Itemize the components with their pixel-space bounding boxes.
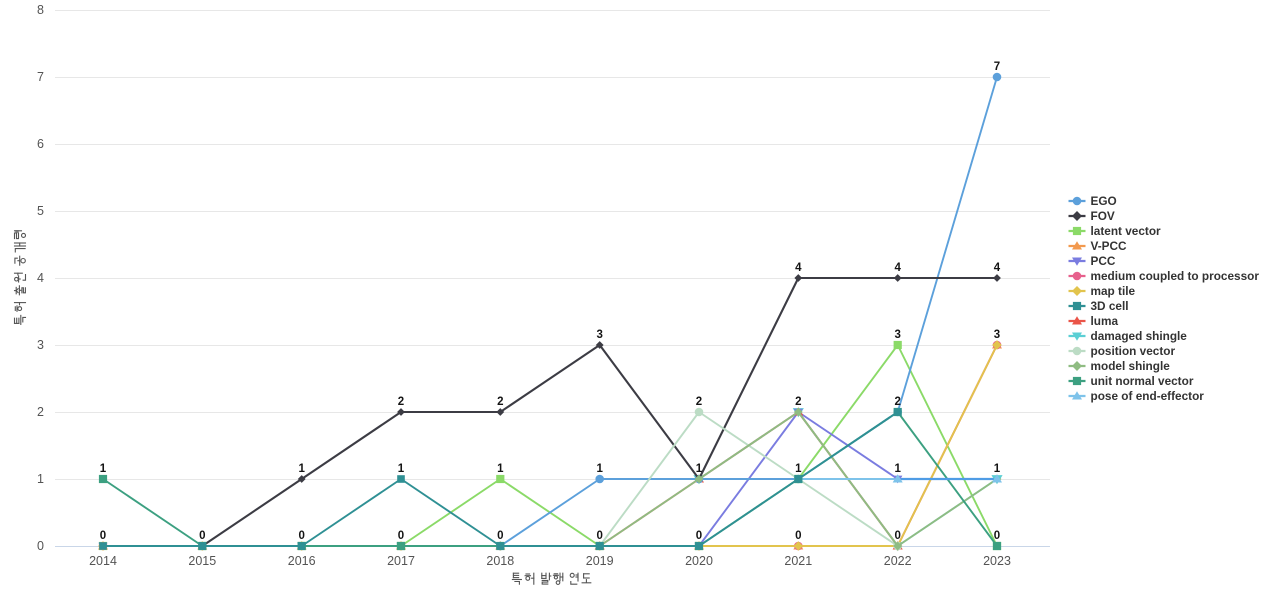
svg-text:0: 0 — [100, 530, 106, 542]
svg-text:luma: luma — [1091, 314, 1119, 328]
svg-text:1: 1 — [298, 463, 305, 475]
svg-text:8: 8 — [37, 3, 44, 17]
svg-text:2018: 2018 — [486, 554, 514, 568]
svg-text:1: 1 — [100, 463, 107, 475]
svg-text:3: 3 — [37, 338, 44, 352]
svg-text:0: 0 — [398, 530, 404, 542]
svg-text:2019: 2019 — [586, 554, 614, 568]
svg-text:4: 4 — [795, 262, 802, 274]
svg-text:2: 2 — [795, 396, 801, 408]
svg-text:3: 3 — [994, 329, 1000, 341]
svg-text:3D cell: 3D cell — [1091, 299, 1129, 313]
svg-text:2: 2 — [696, 396, 702, 408]
svg-text:position vector: position vector — [1091, 344, 1176, 358]
svg-text:damaged shingle: damaged shingle — [1091, 329, 1188, 343]
svg-text:FOV: FOV — [1091, 209, 1115, 223]
svg-text:V-PCC: V-PCC — [1091, 239, 1128, 253]
svg-text:map tile: map tile — [1091, 284, 1136, 298]
svg-text:2020: 2020 — [685, 554, 713, 568]
svg-text:4: 4 — [894, 262, 901, 274]
svg-text:0: 0 — [596, 530, 602, 542]
svg-text:0: 0 — [994, 530, 1000, 542]
svg-text:PCC: PCC — [1091, 254, 1116, 268]
svg-text:5: 5 — [37, 204, 44, 218]
svg-text:2: 2 — [37, 405, 44, 419]
svg-text:2017: 2017 — [387, 554, 415, 568]
svg-text:1: 1 — [497, 463, 504, 475]
svg-text:medium coupled to processor: medium coupled to processor — [1091, 269, 1260, 283]
svg-text:1: 1 — [398, 463, 405, 475]
svg-text:2: 2 — [894, 396, 900, 408]
svg-text:0: 0 — [497, 530, 503, 542]
svg-text:2: 2 — [497, 396, 503, 408]
svg-text:EGO: EGO — [1091, 194, 1117, 208]
svg-text:1: 1 — [37, 472, 44, 486]
svg-text:7: 7 — [37, 70, 44, 84]
svg-text:1: 1 — [894, 463, 901, 475]
svg-text:3: 3 — [596, 329, 602, 341]
svg-text:2022: 2022 — [884, 554, 912, 568]
svg-text:1: 1 — [596, 463, 603, 475]
svg-text:3: 3 — [894, 329, 900, 341]
svg-text:0: 0 — [696, 530, 702, 542]
svg-text:unit normal vector: unit normal vector — [1091, 374, 1194, 388]
svg-text:0: 0 — [199, 530, 205, 542]
svg-text:latent vector: latent vector — [1091, 224, 1162, 238]
svg-text:1: 1 — [795, 463, 802, 475]
svg-text:2023: 2023 — [983, 554, 1011, 568]
svg-text:7: 7 — [994, 61, 1000, 73]
svg-text:2016: 2016 — [288, 554, 316, 568]
svg-text:1: 1 — [696, 463, 703, 475]
svg-text:0: 0 — [37, 539, 44, 553]
svg-text:2021: 2021 — [784, 554, 812, 568]
svg-text:1: 1 — [994, 463, 1001, 475]
svg-text:model shingle: model shingle — [1091, 359, 1171, 373]
svg-text:0: 0 — [298, 530, 304, 542]
svg-text:2014: 2014 — [89, 554, 117, 568]
svg-text:4: 4 — [37, 271, 44, 285]
svg-text:6: 6 — [37, 137, 44, 151]
svg-text:0: 0 — [795, 530, 801, 542]
svg-text:2015: 2015 — [188, 554, 216, 568]
svg-text:pose of end-effector: pose of end-effector — [1091, 389, 1205, 403]
svg-text:0: 0 — [894, 530, 900, 542]
svg-text:4: 4 — [994, 262, 1001, 274]
svg-text:2: 2 — [398, 396, 404, 408]
